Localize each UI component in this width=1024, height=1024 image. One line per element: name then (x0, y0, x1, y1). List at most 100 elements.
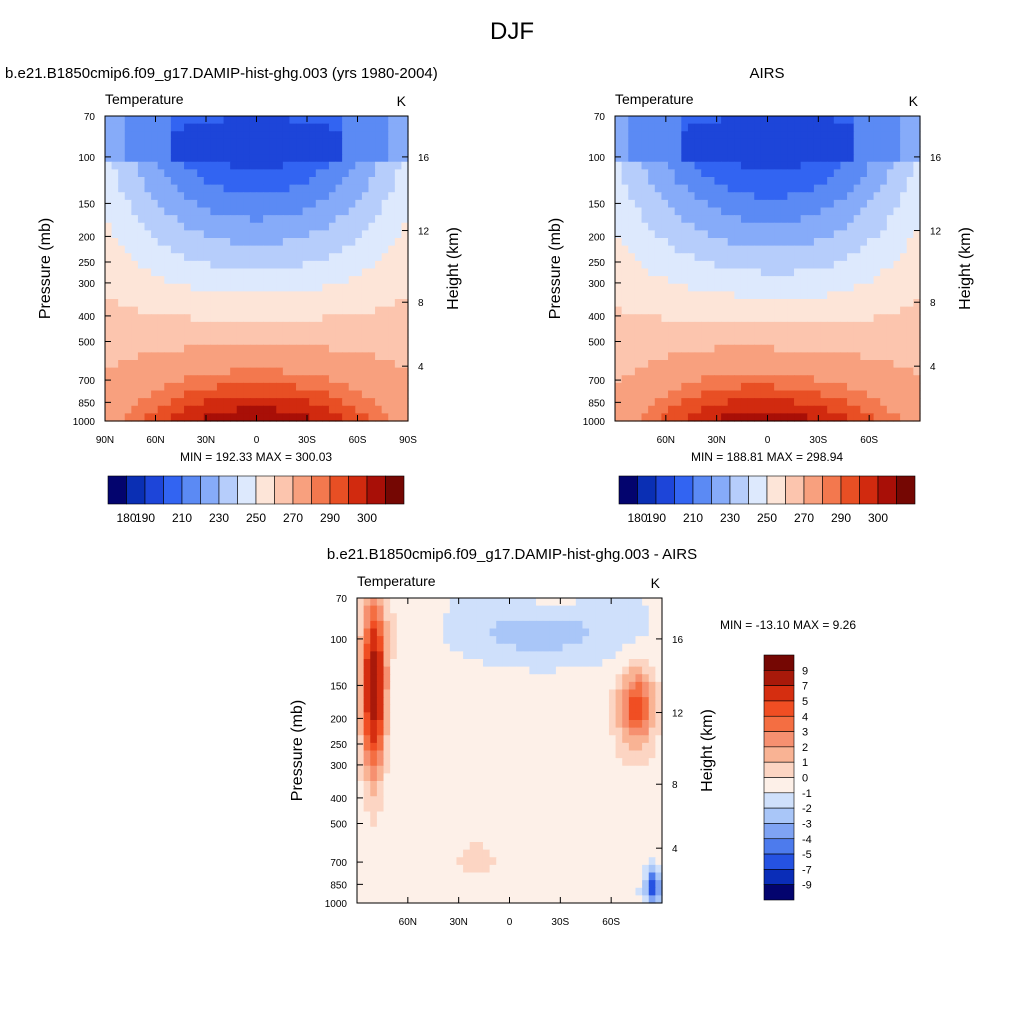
contour-cell (190, 321, 198, 331)
contour-cell (827, 329, 835, 338)
contour-cell (111, 123, 119, 132)
contour-cell (648, 207, 656, 216)
contour-cell (315, 413, 323, 422)
contour-cell (410, 735, 418, 744)
contour-cell (747, 161, 755, 170)
contour-cell (309, 222, 317, 231)
contour-cell (734, 207, 742, 216)
contour-cell (906, 253, 914, 262)
contour-cell (615, 192, 623, 201)
contour-cell (847, 321, 855, 331)
contour-cell (740, 161, 749, 170)
contour-cell (469, 598, 477, 607)
contour-cell (249, 291, 258, 300)
contour-cell (668, 184, 676, 193)
contour-cell (562, 727, 570, 736)
contour-cell (873, 222, 881, 231)
contour-cell (151, 405, 159, 414)
contour-cell (315, 276, 323, 285)
contour-cell (164, 154, 172, 163)
contour-cell (381, 375, 389, 384)
contour-cell (740, 405, 749, 414)
contour-cell (516, 613, 524, 622)
contour-cell (913, 283, 921, 292)
contour-cell (269, 405, 277, 414)
contour-cell (900, 329, 908, 338)
contour-cell (203, 283, 211, 292)
contour-cell (562, 765, 570, 774)
contour-cell (216, 276, 225, 285)
contour-cell (105, 299, 113, 308)
contour-cell (124, 245, 132, 254)
contour-cell (355, 177, 363, 186)
contour-cell (476, 750, 484, 759)
contour-cell (375, 215, 383, 224)
contour-cell (634, 413, 643, 422)
contour-cell (522, 613, 530, 622)
contour-cell (608, 674, 617, 683)
contour-cell (118, 253, 126, 262)
contour-cell (569, 643, 577, 652)
contour-cell (727, 398, 735, 407)
contour-cell (621, 116, 629, 125)
contour-cell (144, 352, 152, 361)
contour-cell (429, 758, 438, 767)
contour-cell (589, 659, 597, 668)
contour-cell (276, 413, 284, 422)
contour-cell (322, 344, 330, 353)
contour-cell (840, 382, 848, 392)
contour-cell (655, 613, 663, 622)
contour-cell (388, 398, 396, 407)
contour-cell (634, 169, 643, 178)
contour-cell (289, 123, 297, 132)
contour-cell (249, 192, 258, 201)
contour-cell (463, 659, 471, 668)
contour-cell (655, 735, 663, 744)
contour-fill (615, 116, 921, 422)
contour-cell (111, 199, 119, 209)
contour-cell (800, 169, 808, 178)
contour-cell (780, 169, 788, 178)
contour-cell (622, 689, 630, 698)
contour-cell (641, 177, 649, 186)
contour-cell (827, 161, 835, 170)
contour-cell (615, 116, 623, 125)
contour-cell (496, 750, 504, 759)
left-string: Temperature (357, 573, 436, 589)
contour-cell (641, 276, 649, 285)
contour-cell (860, 306, 868, 315)
contour-cell (509, 704, 517, 713)
contour-cell (410, 712, 418, 721)
contour-cell (853, 146, 861, 155)
contour-cell (721, 222, 729, 231)
contour-cell (328, 299, 337, 308)
contour-cell (289, 260, 297, 270)
contour-cell (184, 169, 192, 178)
contour-cell (860, 245, 868, 254)
contour-cell (654, 375, 663, 384)
contour-cell (654, 192, 663, 201)
contour-cell (348, 169, 356, 178)
contour-cell (747, 154, 755, 163)
contour-cell (463, 681, 471, 691)
contour-cell (668, 405, 676, 414)
contour-cell (687, 192, 696, 201)
contour-cell (893, 360, 901, 369)
contour-cell (197, 123, 205, 132)
contour-cell (654, 360, 663, 369)
contour-cell (714, 390, 722, 399)
contour-cell (774, 116, 782, 125)
contour-cell (203, 215, 211, 224)
contour-cell (309, 390, 317, 399)
contour-cell (900, 238, 908, 247)
contour-cell (681, 253, 689, 262)
contour-cell (315, 253, 323, 262)
contour-cell (873, 268, 881, 277)
contour-cell (536, 598, 544, 607)
contour-cell (355, 260, 363, 270)
contour-cell (827, 131, 835, 140)
contour-cell (807, 184, 815, 193)
contour-cell (368, 154, 376, 163)
contour-cell (394, 344, 403, 353)
contour-cell (164, 352, 172, 361)
